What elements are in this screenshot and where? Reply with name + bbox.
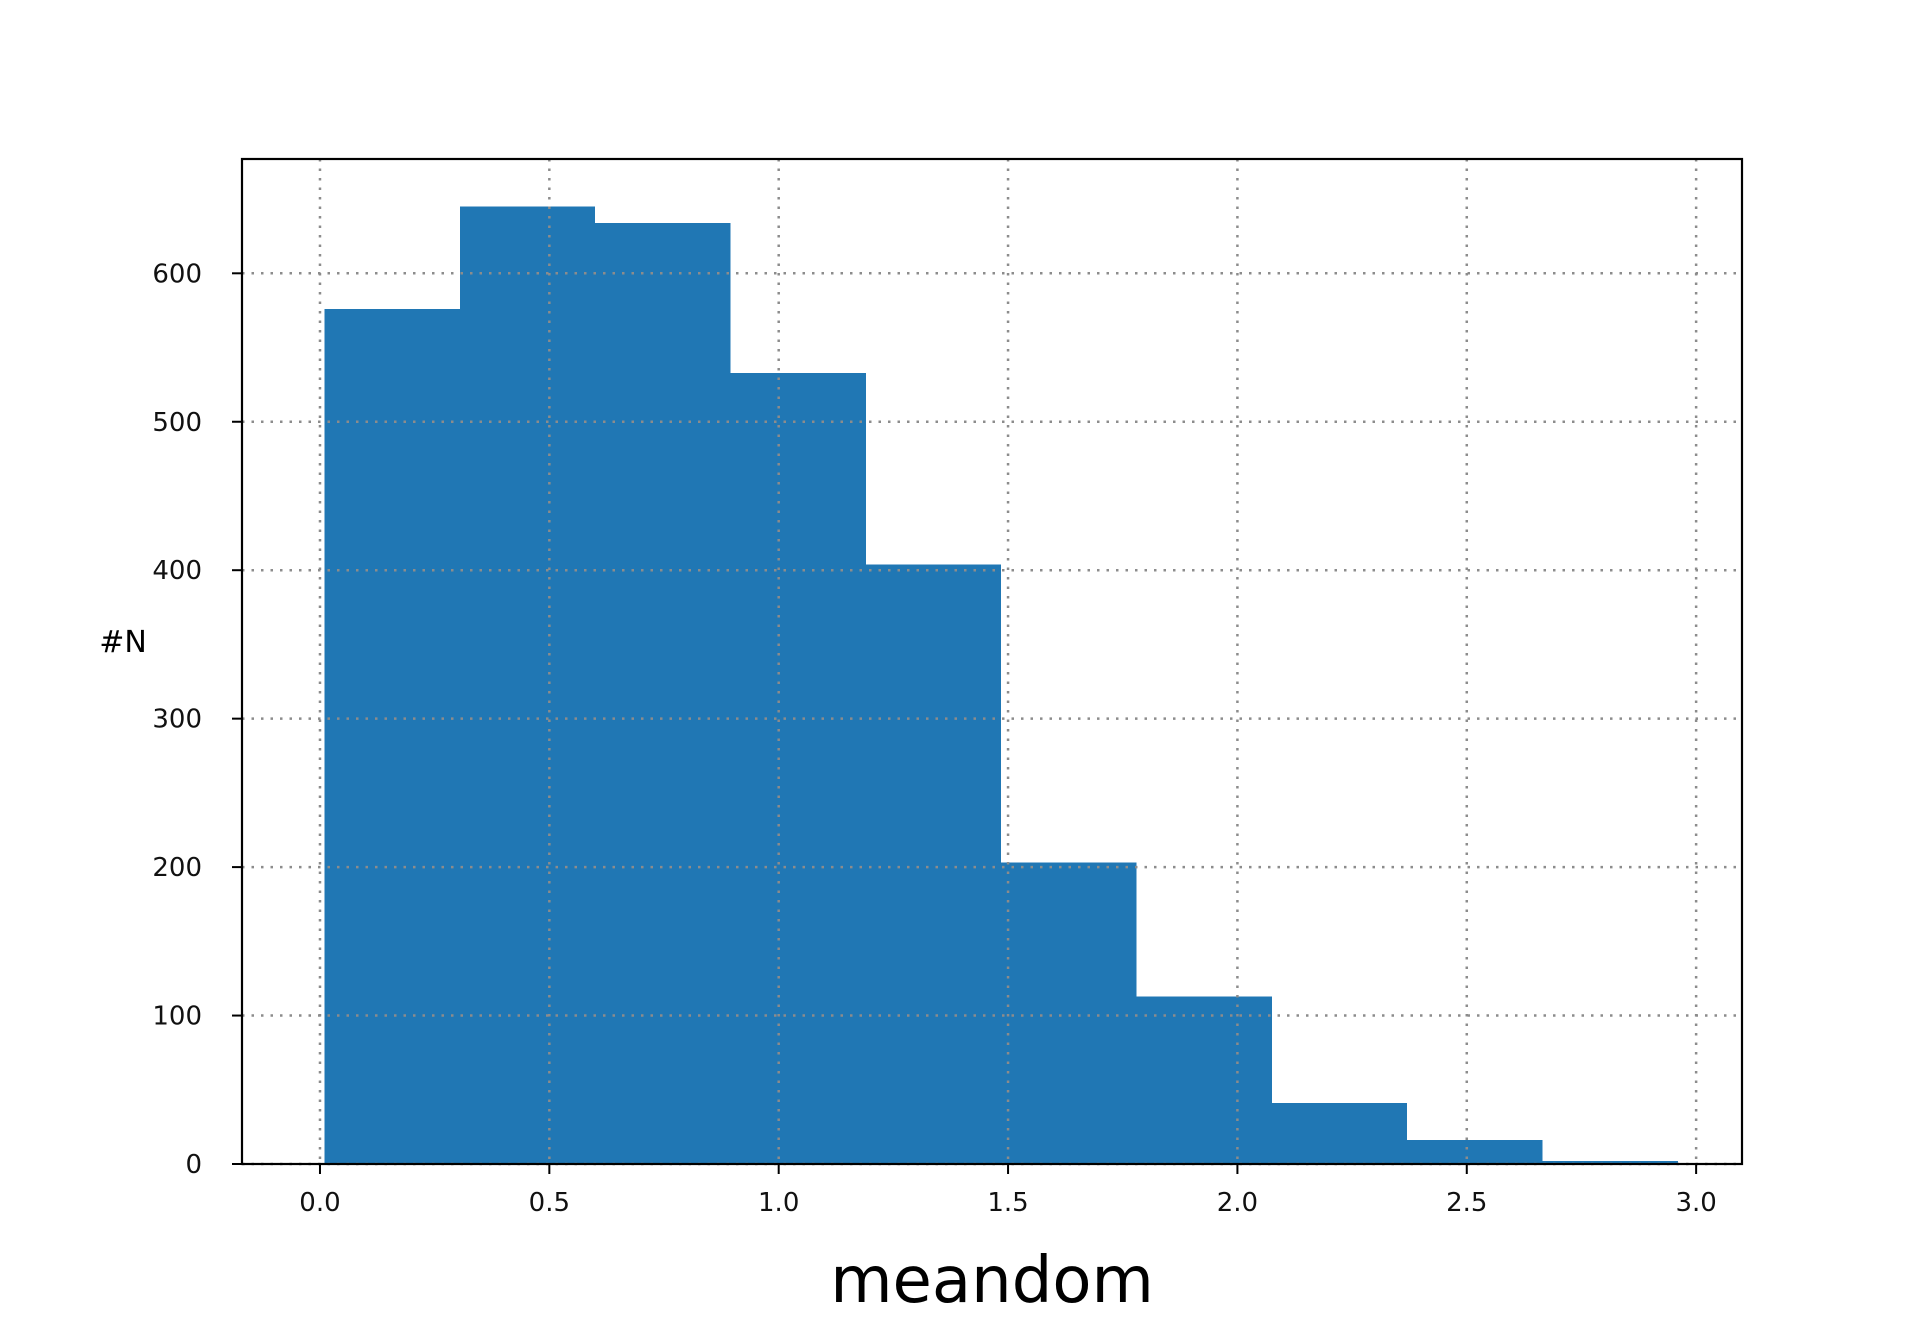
- y-tick-label-5: 500: [152, 408, 202, 438]
- histogram-bar-5: [1001, 862, 1137, 1164]
- x-axis-ticks: 0.0 0.5 1.0 1.5 2.0 2.5 3.0: [299, 1164, 1717, 1218]
- x-tick-label-6: 3.0: [1675, 1188, 1716, 1218]
- y-axis-label: #N: [99, 625, 147, 660]
- y-tick-label-2: 200: [152, 853, 202, 883]
- x-tick-label-2: 1.0: [758, 1188, 799, 1218]
- plot-area-frame: [240, 157, 1744, 1166]
- y-tick-label-0: 0: [185, 1150, 202, 1180]
- x-tick-label-1: 0.5: [529, 1188, 570, 1218]
- x-tick-label-0: 0.0: [299, 1188, 340, 1218]
- x-axis-label: meandom: [830, 1244, 1154, 1318]
- y-tick-label-6: 600: [152, 259, 202, 289]
- histogram-bar-4: [865, 564, 1002, 1164]
- y-tick-label-1: 100: [152, 1002, 202, 1032]
- x-tick-label-5: 2.5: [1446, 1188, 1487, 1218]
- histogram-bars: [324, 206, 1678, 1165]
- histogram-bar-1: [459, 206, 596, 1165]
- grid-lines: [242, 159, 1742, 1166]
- histogram-bar-6: [1136, 996, 1272, 1164]
- y-tick-label-4: 400: [152, 556, 202, 586]
- histogram-bar-8: [1407, 1140, 1543, 1164]
- histogram-bar-3: [730, 372, 866, 1165]
- y-tick-label-3: 300: [152, 705, 202, 735]
- y-axis-ticks: 0 100 200 300 400 500 600: [152, 259, 242, 1180]
- histogram-bar-9: [1542, 1161, 1678, 1164]
- histogram-bar-0: [324, 308, 460, 1164]
- histogram-bar-7: [1271, 1103, 1408, 1164]
- histogram-bar-2: [595, 222, 731, 1165]
- x-tick-label-3: 1.5: [987, 1188, 1028, 1218]
- x-tick-label-4: 2.0: [1217, 1188, 1258, 1218]
